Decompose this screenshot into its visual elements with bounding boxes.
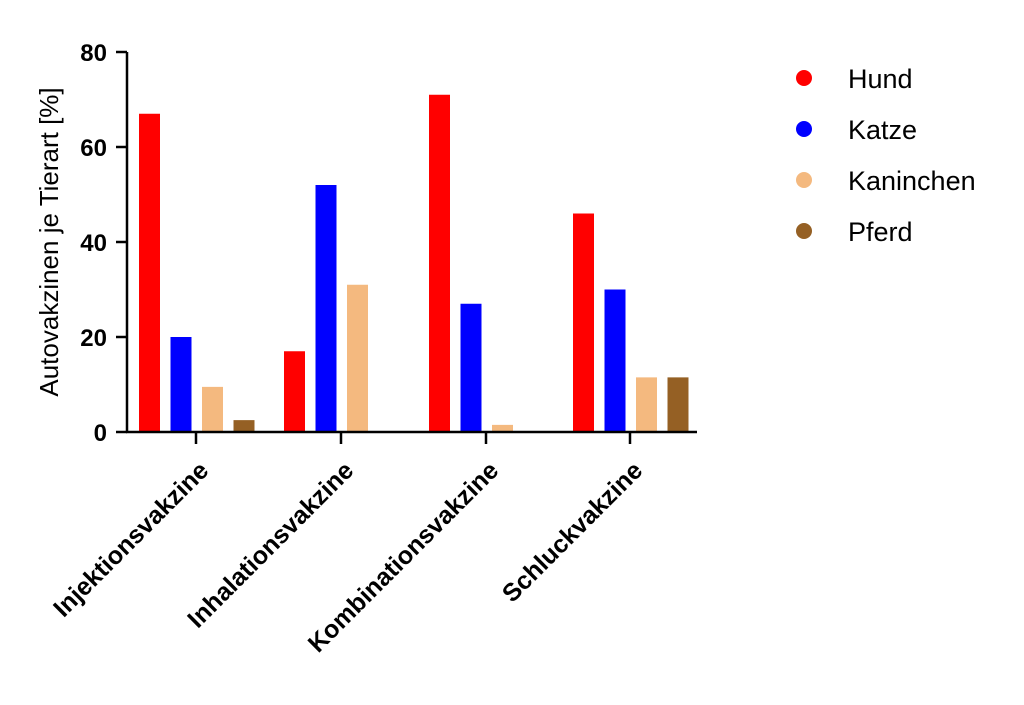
legend-marker-pferd xyxy=(796,223,812,239)
bar-kaninchen-inhalationsvakzine xyxy=(347,284,368,432)
bar-hund-injektionsvakzine xyxy=(139,113,160,432)
legend-label-pferd: Pferd xyxy=(848,217,913,247)
bar-katze-inhalationsvakzine xyxy=(315,185,337,432)
bar-pferd-schluckvakzine xyxy=(667,377,689,432)
x-category-label: Injektionsvakzine xyxy=(48,456,214,622)
bar-pferd-injektionsvakzine xyxy=(233,420,255,432)
bar-katze-injektionsvakzine xyxy=(170,337,192,432)
legend-label-kaninchen: Kaninchen xyxy=(848,166,976,196)
bar-kaninchen-schluckvakzine xyxy=(636,377,657,432)
bar-katze-kombinationsvakzine xyxy=(460,303,482,432)
y-axis-title: Autovakzinen je Tierart [%] xyxy=(34,87,64,396)
bar-kaninchen-injektionsvakzine xyxy=(202,386,223,432)
bar-hund-kombinationsvakzine xyxy=(429,94,450,432)
legend: Hund Katze Kaninchen Pferd xyxy=(796,64,976,247)
y-tick-label: 40 xyxy=(80,230,107,257)
x-category-label: Schluckvakzine xyxy=(497,456,649,608)
bar-hund-inhalationsvakzine xyxy=(284,351,305,432)
legend-marker-katze xyxy=(796,121,812,137)
legend-marker-hund xyxy=(796,70,812,86)
bars-group xyxy=(139,94,689,432)
bar-hund-schluckvakzine xyxy=(573,213,594,432)
x-ticks-group: InjektionsvakzineInhalationsvakzineKombi… xyxy=(48,432,648,658)
y-tick-label: 20 xyxy=(80,325,107,352)
legend-marker-kaninchen xyxy=(796,172,812,188)
y-tick-label: 0 xyxy=(94,420,107,447)
bar-kaninchen-kombinationsvakzine xyxy=(492,424,513,432)
y-ticks-group: 0 20 40 60 80 xyxy=(80,40,127,447)
bar-katze-schluckvakzine xyxy=(604,289,626,432)
y-tick-label: 60 xyxy=(80,135,107,162)
y-tick-label: 80 xyxy=(80,40,107,67)
legend-label-katze: Katze xyxy=(848,115,917,145)
legend-label-hund: Hund xyxy=(848,64,913,94)
